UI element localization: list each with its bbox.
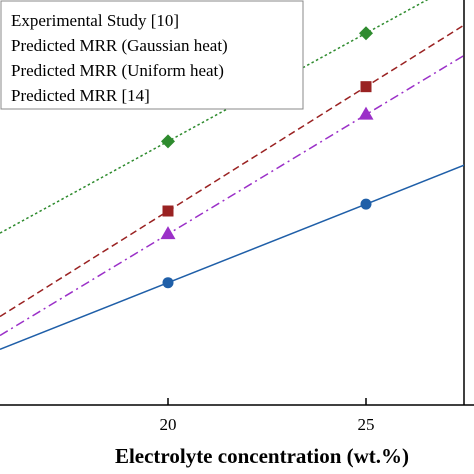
data-point-1-0 [161,134,175,149]
x-tick-label-20: 20 [160,415,177,434]
data-point-3-0 [160,226,176,240]
plot-area [0,0,474,406]
series-line-3 [0,54,464,337]
series-line-2 [0,24,464,318]
legend-label-experimental: Experimental Study [10] [11,11,179,30]
x-axis-title: Electrolyte concentration (wt.%) [115,444,409,468]
legend-box [0,0,304,110]
legend-label-predicted-14: Predicted MRR [14] [11,86,150,105]
data-point-2-0 [162,205,174,217]
data-point-3-1 [358,106,374,120]
legend: Experimental Study [10] Predicted MRR (G… [0,0,304,110]
legend-label-gaussian: Predicted MRR (Gaussian heat) [11,36,228,55]
x-axis-ticks: 20 25 [160,398,375,434]
data-point-0-1 [360,198,372,210]
data-point-0-0 [162,277,174,289]
series-layer [0,0,464,351]
data-point-2-1 [360,81,372,93]
data-point-1-1 [359,26,373,41]
legend-label-uniform: Predicted MRR (Uniform heat) [11,61,224,80]
x-tick-label-25: 25 [358,415,375,434]
series-line-0 [0,164,464,351]
